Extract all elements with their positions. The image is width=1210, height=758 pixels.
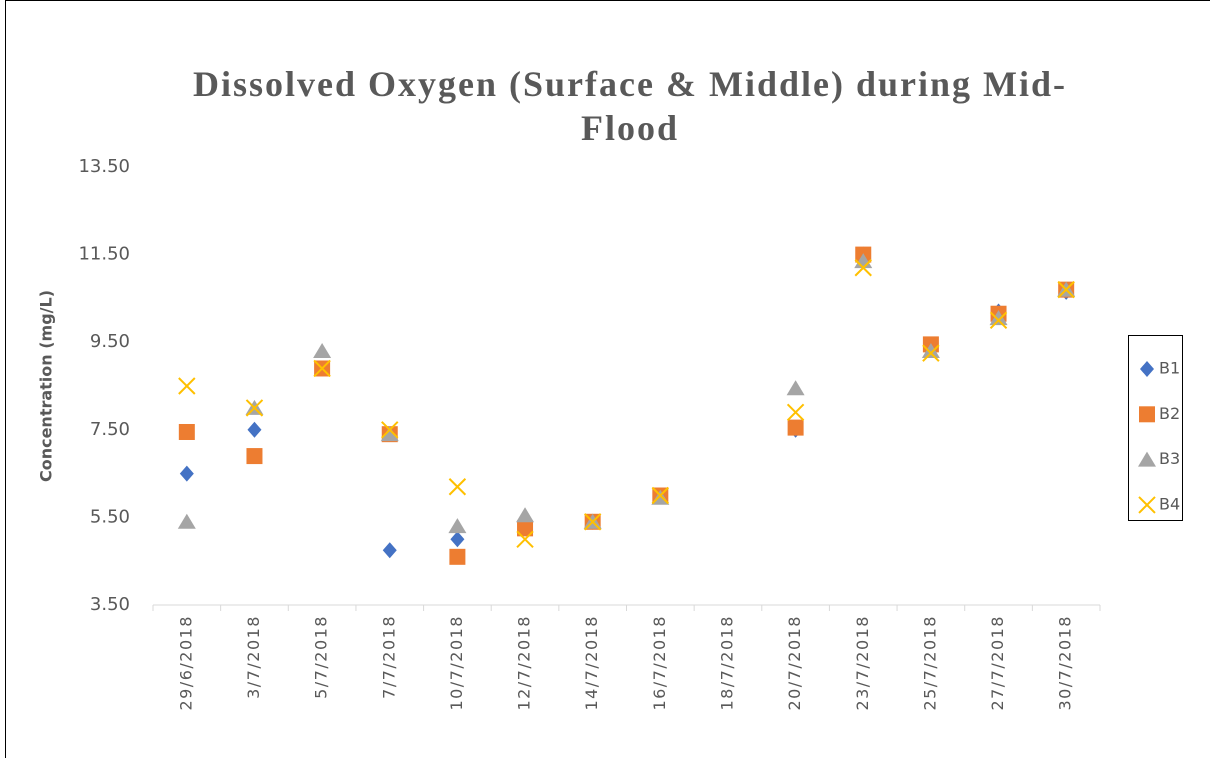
marker-diamond	[382, 542, 397, 559]
marker-triangle	[786, 380, 805, 396]
x-tick-label: 14/7/2018	[582, 615, 601, 711]
y-tick-label: 13.50	[78, 156, 130, 177]
legend-label: B2	[1159, 404, 1180, 423]
marker-square	[787, 419, 804, 436]
marker-triangle	[380, 426, 399, 442]
marker-square	[246, 448, 263, 465]
x-tick-label: 7/7/2018	[379, 615, 398, 699]
chart-title: Dissolved Oxygen (Surface & Middle) duri…	[193, 64, 1067, 148]
marker-square	[178, 423, 195, 440]
y-tick-label: 9.50	[90, 331, 130, 352]
marker-x	[381, 421, 399, 439]
y-tick-label: 5.50	[90, 506, 130, 527]
x-tick-label: 29/6/2018	[176, 615, 195, 711]
x-tick-label: 10/7/2018	[447, 615, 466, 711]
y-tick-label: 7.50	[90, 419, 130, 440]
marker-x	[313, 359, 331, 378]
marker-square	[1139, 406, 1155, 423]
x-tick-label: 27/7/2018	[988, 615, 1007, 711]
marker-triangle	[921, 342, 940, 358]
x-tick-label: 3/7/2018	[244, 615, 263, 699]
x-tick-label: 23/7/2018	[853, 615, 872, 711]
x-tick-label: 12/7/2018	[515, 615, 534, 711]
marker-x	[786, 403, 805, 421]
marker-x	[1057, 280, 1075, 299]
marker-x	[245, 399, 264, 417]
legend-label: B1	[1159, 359, 1180, 378]
marker-triangle	[313, 342, 332, 358]
marker-triangle	[448, 518, 467, 534]
marker-triangle	[1138, 451, 1156, 467]
marker-triangle	[989, 310, 1008, 326]
marker-x	[651, 486, 670, 505]
x-tick-label: 20/7/2018	[785, 615, 804, 711]
marker-x	[854, 259, 872, 277]
x-tick-label: 30/7/2018	[1056, 615, 1075, 711]
marker-diamond	[450, 531, 465, 548]
marker-x	[989, 311, 1008, 330]
marker-x	[583, 513, 602, 531]
marker-diamond	[179, 465, 194, 482]
x-tick-label: 18/7/2018	[717, 615, 736, 711]
legend-label: B3	[1159, 449, 1180, 468]
marker-x	[1138, 496, 1156, 514]
marker-x	[448, 478, 467, 496]
marker-x	[922, 344, 940, 362]
legend-label: B4	[1159, 494, 1180, 513]
marker-triangle	[516, 507, 535, 523]
legend-box	[1128, 335, 1183, 521]
marker-diamond	[1140, 361, 1154, 377]
marker-square	[517, 520, 534, 537]
marker-square	[449, 548, 466, 565]
y-tick-label: 11.50	[78, 244, 130, 265]
x-tick-label: 16/7/2018	[650, 615, 669, 711]
x-tick-label: 25/7/2018	[920, 615, 939, 711]
marker-x	[178, 377, 196, 395]
x-tick-label: 5/7/2018	[312, 615, 331, 699]
y-axis-label: Concentration (mg/L)	[37, 290, 56, 482]
chart-border	[5, 0, 1210, 758]
marker-triangle	[177, 513, 196, 529]
marker-diamond	[247, 421, 262, 438]
y-tick-label: 3.50	[90, 594, 130, 615]
marker-x	[516, 530, 534, 549]
